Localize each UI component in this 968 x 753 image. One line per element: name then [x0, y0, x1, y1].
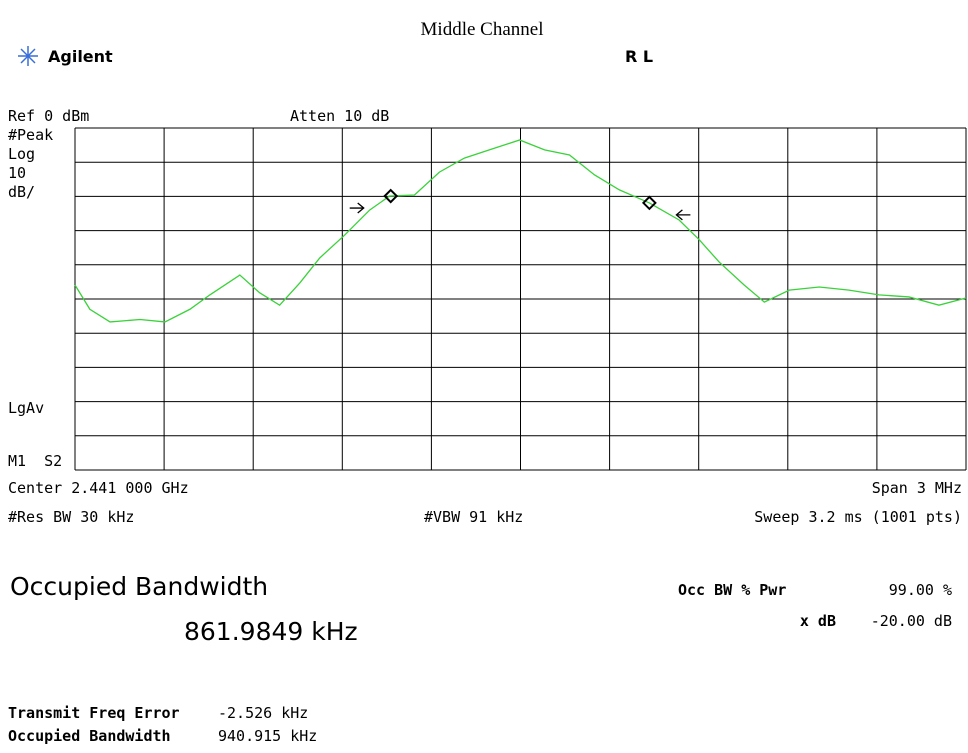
- logo: [18, 46, 38, 66]
- brand: Agilent: [48, 47, 113, 66]
- row-label: Transmit Freq Error: [8, 704, 180, 722]
- marker: [383, 188, 399, 204]
- marker-arrow: [349, 202, 365, 214]
- rbw: #Res BW 30 kHz: [8, 508, 134, 526]
- sweep: Sweep 3.2 ms (1001 pts): [754, 508, 962, 526]
- row-value: -2.526 kHz: [218, 704, 308, 722]
- atten: Atten 10 dB: [290, 107, 389, 125]
- xdb-value: -20.00 dB: [871, 612, 952, 630]
- result-value: 861.9849 kHz: [184, 617, 358, 646]
- span: Span 3 MHz: [872, 479, 962, 497]
- scale-unit: dB/: [8, 183, 35, 201]
- trace: [74, 139, 967, 323]
- marker-arrow: [675, 209, 691, 221]
- center: Center 2.441 000 GHz: [8, 479, 189, 497]
- row-value: 940.915 kHz: [218, 727, 317, 745]
- title: Middle Channel: [421, 19, 544, 40]
- mode: R L: [625, 47, 653, 66]
- result-title: Occupied Bandwidth: [10, 572, 268, 601]
- pwr-value: 99.00 %: [889, 581, 952, 599]
- scale-value: 10: [8, 164, 26, 182]
- detector: #Peak: [8, 126, 53, 144]
- marker: [641, 195, 657, 211]
- scale-type: Log: [8, 145, 35, 163]
- xdb-label: x dB: [800, 612, 836, 630]
- vbw: #VBW 91 kHz: [424, 508, 523, 526]
- marker-state: M1 S2: [8, 452, 62, 470]
- average: LgAv: [8, 399, 44, 417]
- row-label: Occupied Bandwidth: [8, 727, 171, 745]
- ref: Ref 0 dBm: [8, 107, 89, 125]
- pwr-label: Occ BW % Pwr: [678, 581, 786, 599]
